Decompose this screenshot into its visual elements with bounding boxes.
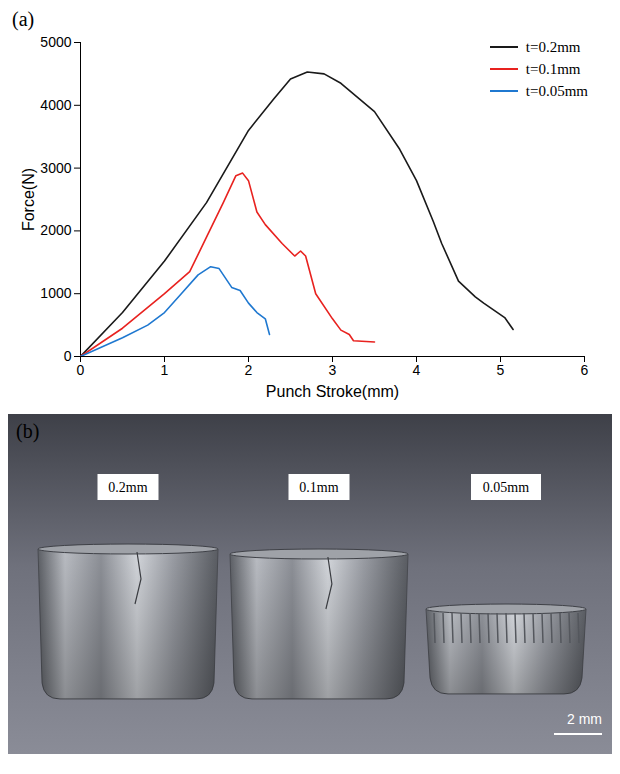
svg-text:1000: 1000 bbox=[40, 285, 71, 301]
svg-text:4000: 4000 bbox=[40, 97, 71, 113]
html-text:t=0.1mm: t=0.1mm bbox=[525, 60, 581, 77]
svg-text:2000: 2000 bbox=[40, 222, 71, 238]
svg-text:0.2mm: 0.2mm bbox=[108, 480, 147, 495]
svg-text:3: 3 bbox=[329, 362, 337, 378]
svg-text:0: 0 bbox=[64, 348, 72, 364]
svg-text:Punch Stroke(mm): Punch Stroke(mm) bbox=[266, 383, 399, 400]
svg-text:2: 2 bbox=[245, 362, 253, 378]
svg-text:0: 0 bbox=[77, 362, 85, 378]
html-text:t=0.2mm: t=0.2mm bbox=[525, 38, 581, 55]
svg-text:0.05mm: 0.05mm bbox=[483, 480, 529, 495]
html-text:t=0.05mm: t=0.05mm bbox=[525, 82, 588, 99]
svg-text:5: 5 bbox=[497, 362, 505, 378]
svg-text:1: 1 bbox=[161, 362, 169, 378]
svg-text:4: 4 bbox=[413, 362, 421, 378]
svg-text:3000: 3000 bbox=[40, 160, 71, 176]
html-text:(a): (a) bbox=[12, 8, 35, 30]
svg-text:2 mm: 2 mm bbox=[567, 711, 602, 727]
svg-text:6: 6 bbox=[581, 362, 589, 378]
svg-text:5000: 5000 bbox=[40, 34, 71, 50]
svg-text:0.1mm: 0.1mm bbox=[299, 480, 338, 495]
svg-text:(b): (b) bbox=[16, 420, 39, 443]
svg-text:Force(N): Force(N) bbox=[20, 168, 37, 231]
